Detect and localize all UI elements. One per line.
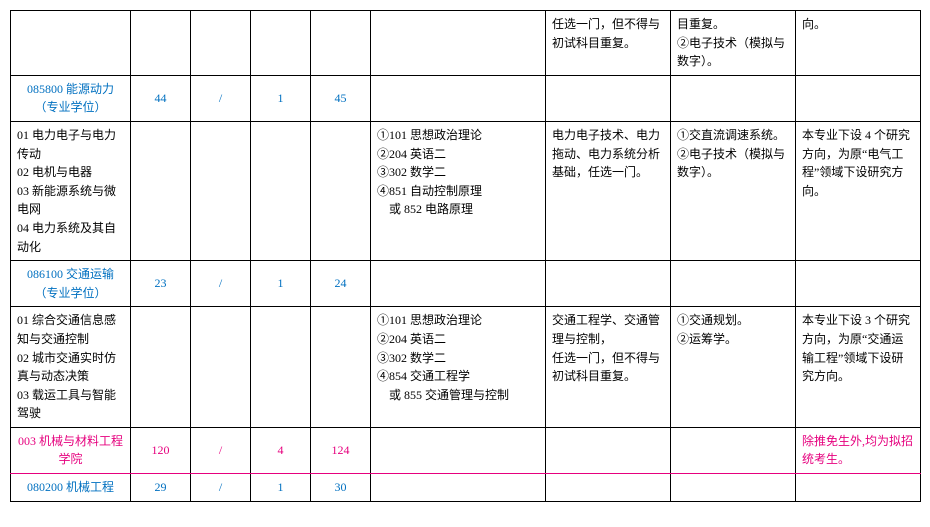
cell-n4 [311,307,371,428]
cell-retest [546,474,671,502]
cell-note: 本专业下设 3 个研究方向，为原“交通运输工程”领域下设研究方向。 [796,307,921,428]
table-row: 01 综合交通信息感知与交通控制02 城市交通实时仿真与动态决策03 载运工具与… [11,307,921,428]
cell-n1 [131,307,191,428]
cell-n4: 45 [311,75,371,121]
cell-n4: 24 [311,261,371,307]
cell-n2: / [191,427,251,473]
table-row: 085800 能源动力（专业学位） 44 / 1 45 [11,75,921,121]
cell-note [796,75,921,121]
cell-n2: / [191,261,251,307]
cell-n3 [251,307,311,428]
cell-n4: 124 [311,427,371,473]
cell-exam [371,474,546,502]
cell-major: 01 综合交通信息感知与交通控制02 城市交通实时仿真与动态决策03 载运工具与… [11,307,131,428]
cell-sametest [671,427,796,473]
cell-note: 除推免生外,均为拟招统考生。 [796,427,921,473]
cell-sametest: ①交通规划。②运筹学。 [671,307,796,428]
cell-note [796,261,921,307]
cell-major: 085800 能源动力（专业学位） [11,75,131,121]
cell-sametest [671,474,796,502]
cell-n2 [191,121,251,260]
cell-n3 [251,11,311,76]
cell-n4: 30 [311,474,371,502]
cell-retest [546,427,671,473]
table-row: 080200 机械工程 29 / 1 30 [11,474,921,502]
cell-n3 [251,121,311,260]
cell-n2 [191,307,251,428]
cell-n1: 29 [131,474,191,502]
cell-n2 [191,11,251,76]
cell-n4 [311,11,371,76]
cell-major: 01 电力电子与电力传动02 电机与电器03 新能源系统与微电网04 电力系统及… [11,121,131,260]
cell-n2: / [191,75,251,121]
cell-n1: 23 [131,261,191,307]
table-row-section: 003 机械与材料工程学院 120 / 4 124 除推免生外,均为拟招统考生。 [11,427,921,473]
cell-retest [546,75,671,121]
table-row: 01 电力电子与电力传动02 电机与电器03 新能源系统与微电网04 电力系统及… [11,121,921,260]
cell-college: 003 机械与材料工程学院 [11,427,131,473]
cell-retest [546,261,671,307]
cell-major: 080200 机械工程 [11,474,131,502]
cell-note [796,474,921,502]
cell-n3: 4 [251,427,311,473]
cell-sametest [671,261,796,307]
cell-n1: 120 [131,427,191,473]
cell-n1 [131,121,191,260]
cell-exam: ①101 思想政治理论②204 英语二③302 数学二④854 交通工程学 或 … [371,307,546,428]
cell-n1: 44 [131,75,191,121]
table-row: 任选一门，但不得与初试科目重复。 目重复。②电子技术（模拟与数字）。 向。 [11,11,921,76]
cell-note: 向。 [796,11,921,76]
cell-sametest: 目重复。②电子技术（模拟与数字）。 [671,11,796,76]
cell-exam [371,75,546,121]
cell-n1 [131,11,191,76]
cell-n4 [311,121,371,260]
cell-n3: 1 [251,474,311,502]
table-row: 086100 交通运输（专业学位） 23 / 1 24 [11,261,921,307]
cell-retest: 电力电子技术、电力拖动、电力系统分析基础，任选一门。 [546,121,671,260]
cell-note: 本专业下设 4 个研究方向，为原“电气工程”领域下设研究方向。 [796,121,921,260]
cell-retest: 任选一门，但不得与初试科目重复。 [546,11,671,76]
cell-sametest [671,75,796,121]
cell-exam [371,261,546,307]
cell-sametest: ①交直流调速系统。②电子技术（模拟与数字）。 [671,121,796,260]
cell-major [11,11,131,76]
cell-n3: 1 [251,75,311,121]
cell-n3: 1 [251,261,311,307]
cell-major: 086100 交通运输（专业学位） [11,261,131,307]
cell-exam [371,427,546,473]
cell-n2: / [191,474,251,502]
cell-exam [371,11,546,76]
cell-retest: 交通工程学、交通管理与控制，任选一门，但不得与初试科目重复。 [546,307,671,428]
admissions-table: 任选一门，但不得与初试科目重复。 目重复。②电子技术（模拟与数字）。 向。 08… [10,10,921,502]
cell-exam: ①101 思想政治理论②204 英语二③302 数学二④851 自动控制原理 或… [371,121,546,260]
